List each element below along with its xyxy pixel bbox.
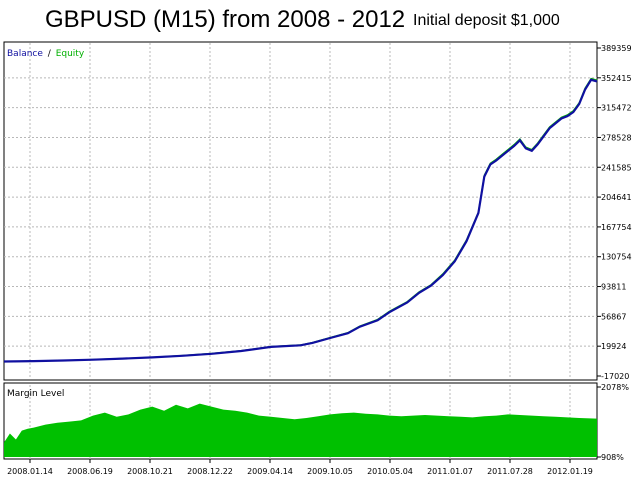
main-y-ticks: 389359 352415 315472 278528 241585 204641 1677… [597, 44, 632, 381]
x-tick-label: 2009.10.05 [307, 467, 353, 476]
main-panel-frame [3, 41, 598, 381]
x-tick-label: 2008.10.21 [127, 467, 173, 476]
main-y-tick-label: 352415 [601, 74, 632, 83]
x-tick-label: 2009.04.14 [247, 467, 293, 476]
main-grid [4, 43, 597, 379]
main-y-tick-label: 56867 [601, 312, 626, 321]
legend-balance: Balance [7, 49, 43, 59]
x-tick-label: 2012.01.19 [547, 467, 593, 476]
main-y-tick-label: 130754 [601, 253, 632, 262]
margin-area [4, 403, 597, 457]
x-tick-label: 2011.01.07 [427, 467, 473, 476]
main-y-tick-label: 241585 [601, 163, 632, 172]
series-line-balance [3, 78, 598, 363]
margin-level-area [4, 403, 597, 457]
legend-equity: Equity [56, 49, 85, 59]
margin-y-tick-label: 2078% [601, 383, 629, 392]
chart-title: GBPUSD (M15) from 2008 - 2012 [45, 6, 406, 33]
margin-level-label: Margin Level [7, 389, 64, 399]
main-y-tick-label: 389359 [601, 44, 632, 53]
main-y-tick-label: 19924 [601, 342, 626, 351]
balance-equity-panel: 389359 352415 315472 278528 241585 204641 1677… [3, 41, 632, 381]
main-lines [3, 77, 598, 363]
main-y-tick-label: -17020 [601, 372, 629, 381]
margin-y-tick-label: 908% [601, 453, 624, 462]
x-tick-label: 2011.07.28 [487, 467, 533, 476]
title-row: GBPUSD (M15) from 2008 - 2012 Initial de… [0, 6, 640, 40]
x-tick-label: 2008.12.22 [187, 467, 233, 476]
main-y-tick-label: 204641 [601, 193, 632, 202]
x-axis-ticks: 2008.01.14 2008.06.19 2008.10.21 2008.12.22… [7, 459, 593, 476]
x-tick-label: 2008.01.14 [7, 467, 53, 476]
main-y-tick-label: 315472 [601, 104, 632, 113]
margin-y-ticks: 2078% 908% [597, 383, 629, 462]
legend-separator: / [48, 49, 52, 59]
margin-level-panel: Margin Level 2078% 908% [3, 382, 629, 462]
main-y-tick-label: 93811 [601, 283, 626, 292]
chart-subtitle: Initial deposit $1,000 [413, 12, 560, 29]
x-tick-label: 2008.06.19 [67, 467, 113, 476]
main-y-tick-label: 278528 [601, 133, 632, 142]
main-y-tick-label: 167754 [601, 223, 632, 232]
legend: Balance / Equity [7, 49, 85, 59]
x-tick-label: 2010.05.04 [367, 467, 413, 476]
